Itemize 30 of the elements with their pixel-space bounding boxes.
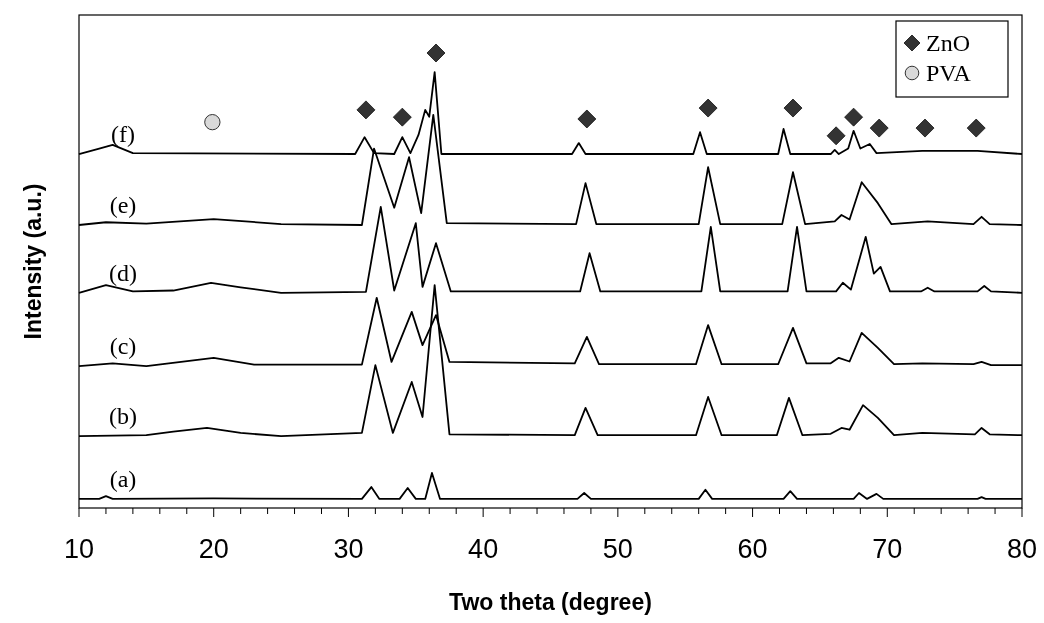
point (698, 98, 718, 118)
legend-label: PVA (926, 60, 972, 86)
x-tick-label: 80 (1006, 534, 1038, 564)
point (844, 107, 864, 127)
x-tick-label: 30 (333, 534, 364, 564)
series-label: (d) (109, 259, 137, 286)
point (392, 107, 412, 127)
point (966, 118, 986, 138)
x-axis-title: Two theta (degree) (449, 589, 652, 615)
y-axis-title: Intensity (a.u.) (20, 183, 46, 340)
point (826, 126, 846, 146)
x-tick-label: 60 (737, 534, 768, 564)
point (869, 118, 889, 138)
point (577, 109, 597, 129)
point (915, 118, 935, 138)
point (426, 43, 446, 63)
x-tick-label: 40 (468, 534, 499, 564)
x-tick-label: 50 (602, 534, 633, 564)
x-tick-label: 10 (63, 534, 95, 564)
series-label: (c) (109, 333, 137, 360)
x-tick-label: 20 (198, 534, 229, 564)
x-tick-label: 70 (872, 534, 903, 564)
series-label: (a) (109, 465, 137, 492)
series-label: (b) (109, 403, 137, 430)
point (783, 98, 803, 118)
series-label: (e) (109, 191, 137, 218)
point (204, 114, 221, 131)
legend-label: ZnO (926, 30, 970, 56)
series-label: (f) (111, 121, 135, 148)
point (356, 100, 376, 120)
